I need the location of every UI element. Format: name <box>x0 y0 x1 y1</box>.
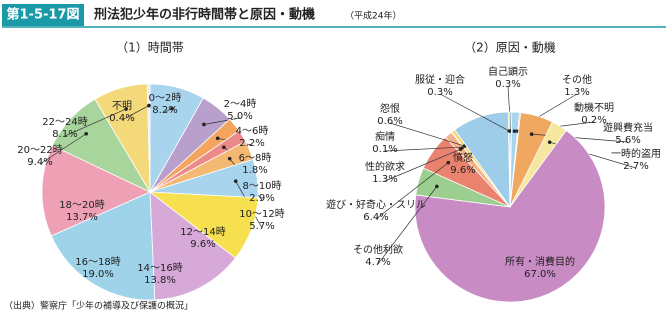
leader-dot <box>547 140 552 144</box>
slice-label: 痴情 <box>375 130 395 143</box>
slice-value-label: 0.6% <box>377 116 402 127</box>
slice-value-label: 5.7% <box>249 221 274 232</box>
source: （出典）警察庁「少年の補導及び保護の概況」 <box>4 300 193 312</box>
slice-label: 14～16時 <box>137 262 182 274</box>
leader-line <box>39 133 87 165</box>
slice-label: 一時的盗用 <box>611 147 661 160</box>
slice-value-label: 9.6% <box>450 165 475 176</box>
leader-line <box>121 105 150 121</box>
slice-value-label: 0.3% <box>495 79 520 90</box>
leader-line <box>439 93 510 132</box>
slice-value-label: 2.2% <box>239 138 264 149</box>
slice-label: その他利欲 <box>353 243 403 256</box>
figure-number-box <box>2 4 84 26</box>
leader-dot <box>215 136 220 141</box>
leader-line <box>64 108 127 137</box>
leader-dot <box>222 145 226 150</box>
slice-value-label: 4.7% <box>365 257 390 268</box>
leader-dot <box>529 132 534 136</box>
title-note: （平成24年） <box>345 10 401 22</box>
leader-dot <box>435 184 439 189</box>
slice-value-label: 8.1% <box>52 129 77 140</box>
slice-label: 22～24時 <box>42 116 87 128</box>
pie-slice <box>41 145 151 237</box>
leader-dot <box>512 129 517 133</box>
slice-value-label: 1.3% <box>372 174 397 185</box>
leader-dot <box>147 103 151 108</box>
figure-title: 刑法犯少年の非行時間帯と原因・動機 <box>94 7 315 23</box>
leader-dot <box>233 179 238 183</box>
slice-value-label: 2.9% <box>249 193 274 204</box>
leader-dot <box>507 129 512 133</box>
leader-dot <box>170 106 174 111</box>
slice-label: 不明 <box>112 100 132 112</box>
slice-value-label: 0.3% <box>427 87 452 98</box>
leader-line <box>384 148 461 182</box>
slice-label: 自己顕示 <box>488 65 528 78</box>
pie-slice <box>146 83 151 193</box>
slice-value-label: 0.1% <box>372 144 397 155</box>
leader-dot <box>458 147 463 151</box>
slice-label: 2～4時 <box>224 98 257 110</box>
slice-label: 遊び・好奇心・スリル <box>326 198 426 211</box>
slice-label: 20～22時 <box>17 144 62 156</box>
pie-slice <box>50 191 156 301</box>
leader-dot <box>227 156 232 161</box>
pie-slice <box>149 191 237 301</box>
slice-label: 怨恨 <box>380 102 400 115</box>
figure-number: 第1-5-17図 <box>7 7 80 23</box>
leader-dot <box>202 122 206 127</box>
leader-line <box>375 162 449 220</box>
pie-slice <box>507 111 511 208</box>
slice-label: 6～8時 <box>239 152 272 164</box>
slice-value-label: 13.7% <box>66 212 98 223</box>
slice-value-label: 9.6% <box>190 239 215 250</box>
slice-label: 10～12時 <box>239 208 284 220</box>
slice-value-label: 0.4% <box>109 113 134 124</box>
slice-label: 16～18時 <box>75 256 120 268</box>
leader-line <box>389 122 465 147</box>
slice-value-label: 67.0% <box>524 269 556 280</box>
slice-label: 憤怒 <box>453 151 473 164</box>
pie-slice <box>414 129 606 303</box>
slice-label: 服従・迎合 <box>415 73 465 86</box>
slice-label: 所有・消費目的 <box>505 255 575 268</box>
slice-value-label: 13.8% <box>144 275 176 286</box>
slice-value-label: 1.8% <box>242 165 267 176</box>
leader-line <box>384 146 464 152</box>
slice-value-label: 8.2% <box>152 105 177 116</box>
slice-label: 8～10時 <box>242 180 281 192</box>
leader-dot <box>124 107 128 111</box>
slice-label: その他 <box>562 73 592 86</box>
slice-label: 12～14時 <box>180 226 225 238</box>
slice-value-label: 1.3% <box>564 87 589 98</box>
leader-line <box>377 186 438 265</box>
chart-title: （2）原因・動機 <box>464 40 556 55</box>
slice-value-label: 9.4% <box>27 157 52 168</box>
slice-label: 4～6時 <box>236 125 269 137</box>
leader-dot <box>446 160 451 165</box>
leader-line <box>203 117 241 125</box>
slice-value-label: 5.0% <box>227 111 252 122</box>
slice-value-label: 2.7% <box>623 161 648 172</box>
slice-label: 18～20時 <box>59 199 104 211</box>
slice-value-label: 19.0% <box>82 269 114 280</box>
slice-value-label: 5.6% <box>615 135 640 146</box>
slice-label: 遊興費充当 <box>603 121 653 134</box>
slice-value-label: 6.4% <box>363 212 388 223</box>
slice-label: 0～2時 <box>149 92 182 104</box>
slice-value-label: 0.2% <box>581 115 606 126</box>
slice-label: 動機不明 <box>574 101 614 114</box>
chart-title: （1）時間帯 <box>116 41 184 55</box>
leader-dot <box>84 131 88 136</box>
slice-label: 性的欲求 <box>365 160 405 173</box>
